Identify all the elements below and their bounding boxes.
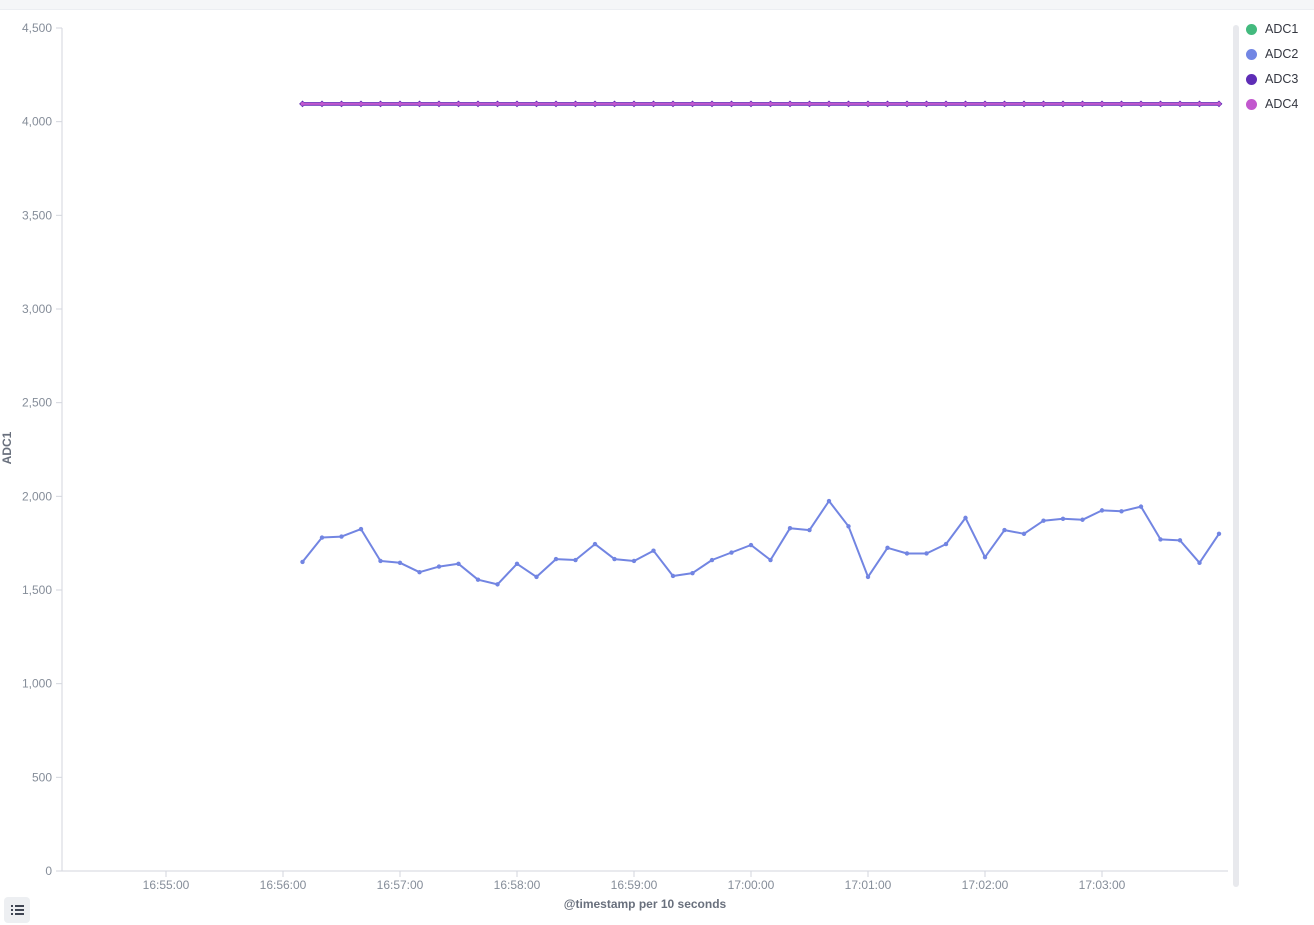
x-tick-label: 17:03:00 bbox=[1079, 878, 1126, 892]
y-axis-ticks: 0 500 1,000 1,500 2,000 2,500 3,000 3,500 4,000 4… bbox=[22, 21, 62, 878]
top-border bbox=[0, 0, 1314, 10]
x-tick-label: 17:01:00 bbox=[845, 878, 892, 892]
y-tick-label: 500 bbox=[32, 770, 52, 784]
legend-dot-icon bbox=[1246, 98, 1257, 110]
series-line-ADC2 bbox=[301, 500, 1220, 586]
legend-scrollbar[interactable] bbox=[1233, 25, 1239, 887]
y-tick-label: 2,000 bbox=[22, 489, 52, 503]
legend-dot-icon bbox=[1246, 73, 1257, 85]
x-axis-ticks: 16:55:00 16:56:00 16:57:00 16:58:00 16:59:00… bbox=[143, 871, 1126, 892]
x-axis-title: @timestamp per 10 seconds bbox=[563, 897, 727, 911]
chart-legend: ADC1 ADC2 ADC3 ADC4 bbox=[1246, 23, 1298, 110]
series-ADC2[interactable] bbox=[300, 498, 1222, 587]
x-tick-label: 17:00:00 bbox=[728, 878, 775, 892]
list-icon bbox=[11, 905, 24, 915]
chart-canvas[interactable]: 0 500 1,000 1,500 2,000 2,500 3,000 3,500 4,000 4… bbox=[0, 0, 1240, 925]
legend-item-adc1[interactable]: ADC1 bbox=[1246, 23, 1298, 35]
y-tick-label: 3,000 bbox=[22, 302, 52, 316]
legend-item-label: ADC2 bbox=[1265, 47, 1299, 61]
series-markers-ADC2 bbox=[300, 498, 1222, 587]
y-tick-label: 1,500 bbox=[22, 583, 52, 597]
legend-toggle-button[interactable] bbox=[4, 897, 30, 923]
axes bbox=[61, 28, 1228, 872]
legend-item-label: ADC4 bbox=[1265, 97, 1299, 111]
y-tick-label: 3,500 bbox=[22, 208, 52, 222]
series-markers-ADC4 bbox=[300, 101, 1221, 106]
legend-item-label: ADC3 bbox=[1265, 72, 1299, 86]
y-tick-label: 4,000 bbox=[22, 115, 52, 129]
y-tick-label: 1,000 bbox=[22, 677, 52, 691]
x-tick-label: 16:58:00 bbox=[494, 878, 541, 892]
legend-item-adc4[interactable]: ADC4 bbox=[1246, 98, 1298, 110]
y-axis-title: ADC1 bbox=[0, 431, 14, 465]
y-tick-label: 2,500 bbox=[22, 396, 52, 410]
x-tick-label: 16:56:00 bbox=[260, 878, 307, 892]
legend-item-adc3[interactable]: ADC3 bbox=[1246, 73, 1298, 85]
x-tick-label: 16:59:00 bbox=[611, 878, 658, 892]
x-tick-label: 16:55:00 bbox=[143, 878, 190, 892]
legend-item-adc2[interactable]: ADC2 bbox=[1246, 48, 1298, 60]
legend-dot-icon bbox=[1246, 48, 1257, 60]
x-tick-label: 17:02:00 bbox=[962, 878, 1009, 892]
y-tick-label: 0 bbox=[45, 864, 52, 878]
legend-item-label: ADC1 bbox=[1265, 22, 1299, 36]
legend-dot-icon bbox=[1246, 23, 1257, 35]
series-ADC4[interactable] bbox=[300, 101, 1221, 106]
y-tick-label: 4,500 bbox=[22, 21, 52, 35]
x-tick-label: 16:57:00 bbox=[377, 878, 424, 892]
